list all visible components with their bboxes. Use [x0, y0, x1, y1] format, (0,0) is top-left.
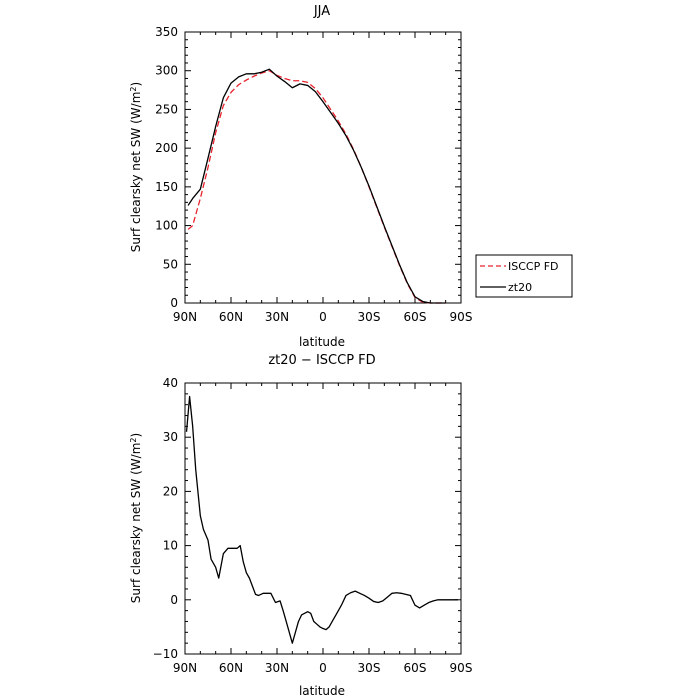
chart-top-frame: [184, 31, 462, 304]
legend-label-zt20: zt20: [508, 281, 532, 294]
y-tick-label: 0: [170, 296, 178, 310]
y-tick-label: 50: [163, 257, 178, 271]
y-tick-label: −10: [153, 647, 178, 661]
x-tick-label: 60N: [219, 310, 243, 324]
x-tick-label: 90S: [450, 661, 473, 675]
x-tick-label: 90N: [173, 661, 197, 675]
x-tick-label: 0: [319, 661, 327, 675]
x-tick-label: 30S: [358, 661, 381, 675]
y-tick-label: 300: [155, 64, 178, 78]
y-tick-label: 250: [155, 102, 178, 116]
x-tick-label: 30N: [265, 310, 289, 324]
y-tick-label: 30: [163, 430, 178, 444]
y-tick-label: 100: [155, 219, 178, 233]
chart-top-xlabel: latitude: [299, 335, 345, 349]
y-tick-label: 0: [170, 593, 178, 607]
x-tick-label: 30N: [265, 661, 289, 675]
legend-label-isccp: ISCCP FD: [508, 260, 559, 273]
series-line-difference: [185, 395, 458, 644]
chart-top-title: JJA: [313, 4, 330, 19]
series-line-zt20: [187, 68, 446, 304]
x-tick-label: 60S: [404, 661, 427, 675]
y-tick-label: 200: [155, 141, 178, 155]
chart-bottom-title: zt20 − ISCCP FD: [268, 353, 375, 368]
y-tick-label: 10: [163, 539, 178, 553]
x-tick-label: 90N: [173, 310, 197, 324]
x-tick-label: 0: [319, 310, 327, 324]
legend: ISCCP FD zt20: [475, 254, 573, 298]
chart-bottom-xlabel: latitude: [299, 684, 345, 698]
series-line-isccp-fd: [187, 70, 446, 304]
y-tick-label: 150: [155, 180, 178, 194]
chart-bottom-frame: [184, 382, 462, 655]
y-tick-label: 350: [155, 25, 178, 39]
chart-bottom: zt20 − ISCCP FD 90N 60N 30N 0 30S 60S 90S −10 0 1…: [129, 353, 473, 698]
chart-top-ylabel: Surf clearsky net SW (W/m2): [129, 82, 144, 252]
y-tick-label: 40: [163, 376, 178, 390]
legend-box: [475, 254, 573, 298]
x-tick-label: 90S: [450, 310, 473, 324]
x-tick-label: 30S: [358, 310, 381, 324]
x-tick-label: 60S: [404, 310, 427, 324]
y-tick-label: 20: [163, 484, 178, 498]
chart-bottom-ylabel: Surf clearsky net SW (W/m2): [129, 433, 144, 603]
x-tick-label: 60N: [219, 661, 243, 675]
chart-top: JJA 90N 60N 30N 0 30S 60S 90S 0 50 100 150 200 250 30…: [129, 4, 473, 349]
